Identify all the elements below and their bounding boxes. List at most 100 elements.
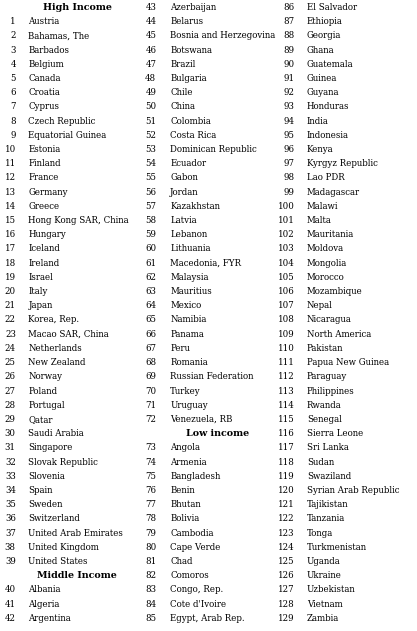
Text: 66: 66 bbox=[146, 330, 156, 339]
Text: 84: 84 bbox=[145, 599, 156, 608]
Text: 45: 45 bbox=[146, 32, 156, 40]
Text: Uganda: Uganda bbox=[307, 557, 341, 566]
Text: 87: 87 bbox=[283, 17, 294, 27]
Text: 65: 65 bbox=[146, 316, 156, 324]
Text: 124: 124 bbox=[278, 543, 294, 551]
Text: 53: 53 bbox=[146, 145, 156, 154]
Text: Honduras: Honduras bbox=[307, 102, 349, 112]
Text: Cape Verde: Cape Verde bbox=[170, 543, 221, 551]
Text: 77: 77 bbox=[146, 500, 156, 509]
Text: 127: 127 bbox=[278, 586, 294, 594]
Text: 32: 32 bbox=[5, 457, 16, 466]
Text: 63: 63 bbox=[146, 287, 156, 296]
Text: High Income: High Income bbox=[43, 3, 111, 12]
Text: 70: 70 bbox=[145, 387, 156, 396]
Text: Turkey: Turkey bbox=[170, 387, 201, 396]
Text: 122: 122 bbox=[278, 514, 294, 523]
Text: 68: 68 bbox=[145, 358, 156, 367]
Text: 10: 10 bbox=[5, 145, 16, 154]
Text: 128: 128 bbox=[278, 599, 294, 608]
Text: 118: 118 bbox=[278, 457, 294, 466]
Text: Kazakhstan: Kazakhstan bbox=[170, 202, 220, 211]
Text: 51: 51 bbox=[145, 117, 156, 126]
Text: 102: 102 bbox=[278, 230, 294, 239]
Text: Mongolia: Mongolia bbox=[307, 259, 347, 268]
Text: Zambia: Zambia bbox=[307, 614, 339, 623]
Text: Japan: Japan bbox=[28, 301, 53, 310]
Text: Qatar: Qatar bbox=[28, 415, 53, 424]
Text: Bhutan: Bhutan bbox=[170, 500, 201, 509]
Text: 60: 60 bbox=[145, 244, 156, 254]
Text: Bangladesh: Bangladesh bbox=[170, 472, 221, 481]
Text: Belgium: Belgium bbox=[28, 60, 64, 69]
Text: Chad: Chad bbox=[170, 557, 193, 566]
Text: Saudi Arabia: Saudi Arabia bbox=[28, 429, 84, 438]
Text: 13: 13 bbox=[5, 187, 16, 197]
Text: Morocco: Morocco bbox=[307, 273, 345, 282]
Text: Comoros: Comoros bbox=[170, 571, 209, 580]
Text: 103: 103 bbox=[278, 244, 294, 254]
Text: Mauritania: Mauritania bbox=[307, 230, 354, 239]
Text: Malawi: Malawi bbox=[307, 202, 339, 211]
Text: 21: 21 bbox=[5, 301, 16, 310]
Text: 81: 81 bbox=[145, 557, 156, 566]
Text: 52: 52 bbox=[146, 131, 156, 140]
Text: Barbados: Barbados bbox=[28, 45, 69, 55]
Text: 37: 37 bbox=[5, 529, 16, 538]
Text: Peru: Peru bbox=[170, 344, 190, 353]
Text: Slovenia: Slovenia bbox=[28, 472, 65, 481]
Text: 116: 116 bbox=[278, 429, 294, 438]
Text: 16: 16 bbox=[5, 230, 16, 239]
Text: 79: 79 bbox=[146, 529, 156, 538]
Text: Iceland: Iceland bbox=[28, 244, 60, 254]
Text: 100: 100 bbox=[278, 202, 294, 211]
Text: 54: 54 bbox=[146, 159, 156, 168]
Text: Azerbaijan: Azerbaijan bbox=[170, 3, 216, 12]
Text: Ecuador: Ecuador bbox=[170, 159, 206, 168]
Text: 22: 22 bbox=[5, 316, 16, 324]
Text: Sri Lanka: Sri Lanka bbox=[307, 444, 349, 452]
Text: India: India bbox=[307, 117, 329, 126]
Text: Russian Federation: Russian Federation bbox=[170, 372, 254, 381]
Text: Canada: Canada bbox=[28, 74, 61, 83]
Text: Algeria: Algeria bbox=[28, 599, 60, 608]
Text: United States: United States bbox=[28, 557, 88, 566]
Text: United Kingdom: United Kingdom bbox=[28, 543, 99, 551]
Text: Guatemala: Guatemala bbox=[307, 60, 354, 69]
Text: 6: 6 bbox=[10, 88, 16, 97]
Text: 7: 7 bbox=[10, 102, 16, 112]
Text: Bolivia: Bolivia bbox=[170, 514, 199, 523]
Text: Hong Kong SAR, China: Hong Kong SAR, China bbox=[28, 216, 129, 225]
Text: 14: 14 bbox=[5, 202, 16, 211]
Text: Paraguay: Paraguay bbox=[307, 372, 347, 381]
Text: Panama: Panama bbox=[170, 330, 204, 339]
Text: Papua New Guinea: Papua New Guinea bbox=[307, 358, 389, 367]
Text: 58: 58 bbox=[145, 216, 156, 225]
Text: 73: 73 bbox=[146, 444, 156, 452]
Text: Portugal: Portugal bbox=[28, 401, 65, 410]
Text: Egypt, Arab Rep.: Egypt, Arab Rep. bbox=[170, 614, 245, 623]
Text: Poland: Poland bbox=[28, 387, 58, 396]
Text: Rwanda: Rwanda bbox=[307, 401, 342, 410]
Text: Netherlands: Netherlands bbox=[28, 344, 82, 353]
Text: 76: 76 bbox=[146, 486, 156, 495]
Text: Syrian Arab Republic: Syrian Arab Republic bbox=[307, 486, 399, 495]
Text: Brazil: Brazil bbox=[170, 60, 196, 69]
Text: Sweden: Sweden bbox=[28, 500, 63, 509]
Text: 80: 80 bbox=[145, 543, 156, 551]
Text: 123: 123 bbox=[278, 529, 294, 538]
Text: 105: 105 bbox=[278, 273, 294, 282]
Text: 119: 119 bbox=[278, 472, 294, 481]
Text: 96: 96 bbox=[284, 145, 294, 154]
Text: Sierra Leone: Sierra Leone bbox=[307, 429, 363, 438]
Text: 112: 112 bbox=[278, 372, 294, 381]
Text: Guyana: Guyana bbox=[307, 88, 339, 97]
Text: Moldova: Moldova bbox=[307, 244, 344, 254]
Text: 17: 17 bbox=[5, 244, 16, 254]
Text: 92: 92 bbox=[284, 88, 294, 97]
Text: 56: 56 bbox=[146, 187, 156, 197]
Text: Vietnam: Vietnam bbox=[307, 599, 343, 608]
Text: Singapore: Singapore bbox=[28, 444, 73, 452]
Text: Germany: Germany bbox=[28, 187, 68, 197]
Text: Botswana: Botswana bbox=[170, 45, 212, 55]
